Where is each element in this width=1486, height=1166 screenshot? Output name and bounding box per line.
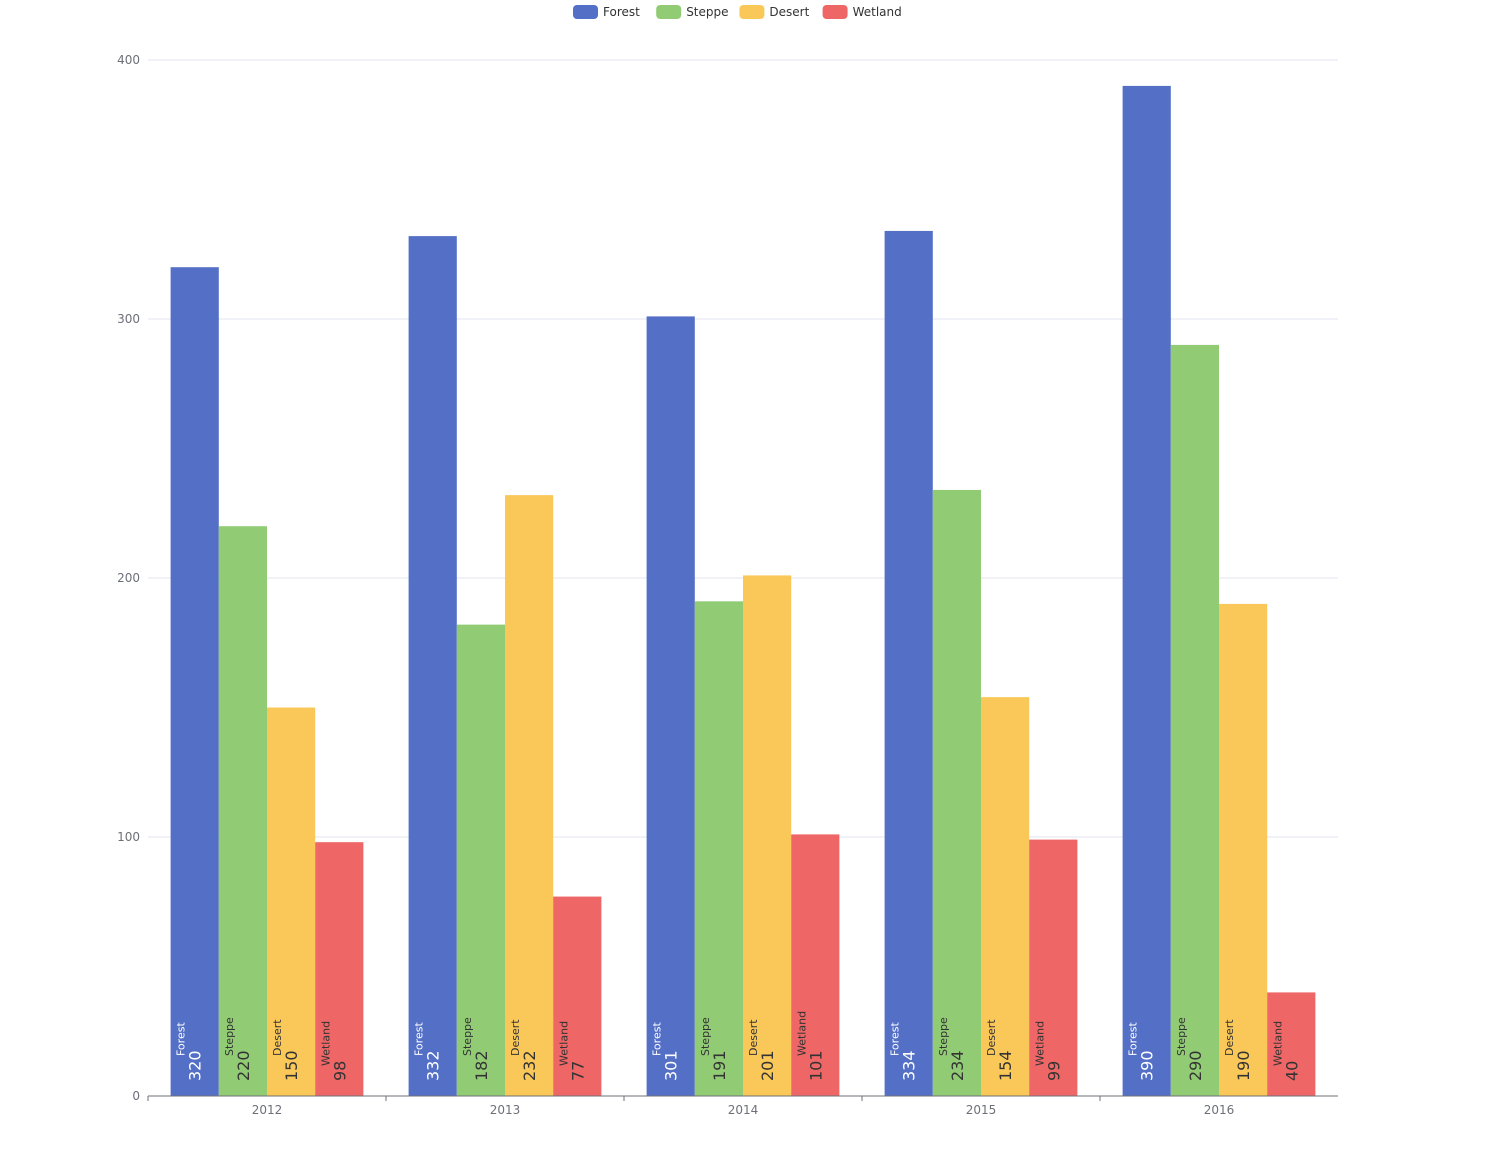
legend: Forest Steppe Desert Wetland <box>573 5 902 19</box>
bar-value-label: 150 <box>282 1050 301 1081</box>
bar-series-label: Forest <box>413 1022 426 1056</box>
bar-desert-2015[interactable] <box>981 697 1030 1096</box>
bar-steppe-2016[interactable] <box>1170 344 1219 1096</box>
bar-series-label: Wetland <box>319 1021 332 1066</box>
legend-swatch-forest[interactable] <box>573 5 598 19</box>
x-tick-label: 2012 <box>252 1103 283 1117</box>
x-tick-label: 2015 <box>966 1103 997 1117</box>
bar-forest-2012[interactable] <box>170 267 219 1096</box>
bar-forest-2015[interactable] <box>884 230 933 1096</box>
bar-series-label: Forest <box>889 1022 902 1056</box>
bar-wetland-2016[interactable] <box>1267 992 1316 1096</box>
y-tick-label: 0 <box>132 1089 140 1103</box>
bar-series-label: Desert <box>1223 1019 1236 1056</box>
bar-value-label: 154 <box>996 1050 1015 1081</box>
bar-forest-2014[interactable] <box>646 316 695 1096</box>
y-tick-label: 400 <box>117 53 140 67</box>
bar-series-label: Desert <box>985 1019 998 1056</box>
bar-wetland-2014[interactable] <box>791 834 840 1096</box>
bar-steppe-2015[interactable] <box>932 489 981 1096</box>
bar-series-label: Forest <box>175 1022 188 1056</box>
bar-series-label: Desert <box>747 1019 760 1056</box>
bar-steppe-2014[interactable] <box>694 601 743 1096</box>
legend-swatch-desert[interactable] <box>739 5 765 19</box>
y-tick-label: 300 <box>117 312 140 326</box>
bar-value-label: 40 <box>1282 1061 1301 1081</box>
bar-value-label: 301 <box>662 1050 681 1081</box>
bar-value-label: 190 <box>1234 1050 1253 1081</box>
bar-value-label: 191 <box>710 1050 729 1081</box>
bar-value-label: 201 <box>758 1050 777 1081</box>
x-axis: 2012 2013 2014 2015 2016 <box>147 1095 1338 1117</box>
bar-value-label: 182 <box>472 1050 491 1081</box>
bar-desert-2014[interactable] <box>743 575 792 1096</box>
bar-value-label: 320 <box>186 1050 205 1081</box>
bar-value-label: 99 <box>1044 1061 1063 1081</box>
bar-desert-2016[interactable] <box>1219 603 1268 1096</box>
y-tick-label: 200 <box>117 571 140 585</box>
x-tick-label: 2013 <box>490 1103 521 1117</box>
bar-steppe-2012[interactable] <box>218 526 267 1096</box>
bar-series-label: Wetland <box>1271 1021 1284 1066</box>
bar-series-label: Desert <box>509 1019 522 1056</box>
legend-swatch-steppe[interactable] <box>656 5 682 19</box>
bar-series-label: Wetland <box>557 1021 570 1066</box>
bar-value-label: 234 <box>948 1050 967 1081</box>
bar-value-label: 232 <box>520 1050 539 1081</box>
bar-series-label: Forest <box>1127 1022 1140 1056</box>
legend-label-forest[interactable]: Forest <box>603 5 640 19</box>
bar-series-label: Forest <box>651 1022 664 1056</box>
bar-wetland-2013[interactable] <box>553 896 602 1096</box>
bar-value-label: 101 <box>806 1050 825 1081</box>
legend-label-steppe[interactable]: Steppe <box>686 5 728 19</box>
bar-series-label: Steppe <box>1175 1017 1188 1056</box>
y-axis: 0 100 200 300 400 <box>117 53 140 1103</box>
bar-forest-2013[interactable] <box>408 236 457 1096</box>
y-tick-label: 100 <box>117 830 140 844</box>
legend-swatch-wetland[interactable] <box>822 5 848 19</box>
bar-value-label: 290 <box>1186 1050 1205 1081</box>
x-tick-label: 2016 <box>1204 1103 1235 1117</box>
bar-value-label: 98 <box>330 1061 349 1081</box>
bar-value-label: 220 <box>234 1050 253 1081</box>
x-tick-label: 2014 <box>728 1103 759 1117</box>
bar-series-label: Steppe <box>937 1017 950 1056</box>
bar-steppe-2013[interactable] <box>456 624 505 1096</box>
bar-wetland-2012[interactable] <box>315 842 364 1096</box>
bar-series-label: Steppe <box>699 1017 712 1056</box>
legend-label-desert[interactable]: Desert <box>769 5 809 19</box>
bar-series-label: Wetland <box>1033 1021 1046 1066</box>
bar-wetland-2015[interactable] <box>1029 839 1078 1096</box>
bar-value-label: 334 <box>900 1050 919 1081</box>
bar-desert-2013[interactable] <box>505 495 554 1096</box>
legend-label-wetland[interactable]: Wetland <box>853 5 902 19</box>
bar-value-label: 332 <box>424 1050 443 1081</box>
bar-value-label: 77 <box>568 1061 587 1081</box>
bar-value-label: 390 <box>1138 1050 1157 1081</box>
bar-series-label: Steppe <box>461 1017 474 1056</box>
bar-series-label: Desert <box>271 1019 284 1056</box>
bar-series-label: Wetland <box>795 1011 808 1056</box>
bar-series-label: Steppe <box>223 1017 236 1056</box>
bar-desert-2012[interactable] <box>267 707 316 1097</box>
bar-forest-2016[interactable] <box>1122 85 1171 1096</box>
